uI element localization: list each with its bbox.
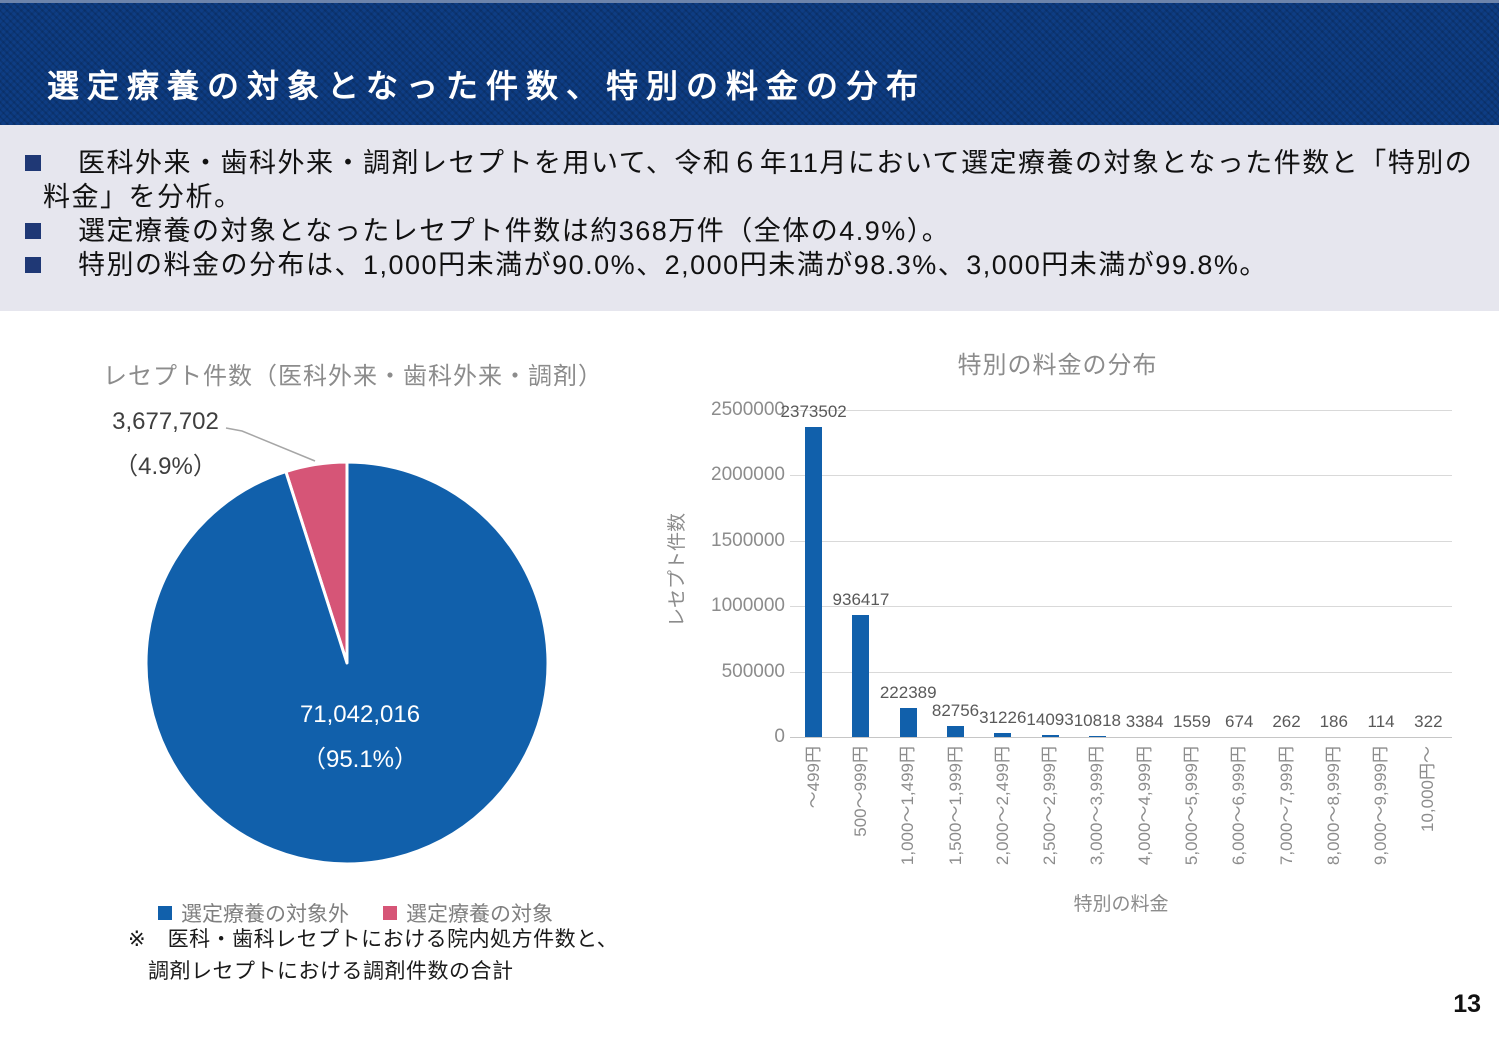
bar-x-tick-label: 4,000～4,999円 xyxy=(1134,746,1154,866)
bar-x-tick-label: ～499円 xyxy=(803,746,823,809)
bar-x-tick-label: 8,000～8,999円 xyxy=(1323,746,1343,866)
page-title: 選定療養の対象となった件数、特別の料金の分布 xyxy=(47,68,927,104)
bullet-item: 医科外来・歯科外来・調剤レセプトを用いて、令和６年11月において選定療養の対象と… xyxy=(25,146,1485,214)
bar xyxy=(994,733,1012,737)
bar-value-label: 114 xyxy=(1367,712,1395,731)
bar-x-axis-label: 特別の料金 xyxy=(1073,894,1169,915)
legend-swatch-pink xyxy=(383,906,397,920)
pie-slice-value: 71,042,016 xyxy=(299,701,421,728)
bar-y-tick-label: 2000000 xyxy=(711,464,785,486)
header-banner: 選定療養の対象となった件数、特別の料金の分布 xyxy=(0,0,1499,125)
bar-value-label: 2373502 xyxy=(780,402,847,421)
legend-label: 選定療養の対象 xyxy=(406,903,553,926)
pie-footnote: ※ 医科・歯科レセプトにおける院内処方件数と、 調剤レセプトにおける調剤件数の合… xyxy=(128,924,618,988)
bullet-text: 特別の料金の分布は、1,000円未満が90.0%、2,000円未満が98.3%、… xyxy=(43,248,1485,282)
bar-y-tick-label: 2500000 xyxy=(711,399,785,420)
bar-value-label: 10818 xyxy=(1073,711,1121,730)
bar-gridline xyxy=(790,606,1452,608)
bullet-line: 特別の料金の分布は、1,000円未満が90.0%、2,000円未満が98.3%、… xyxy=(78,250,1268,280)
bar-chart: 2500000 2000000 1500000 1000000 500000 0 23735… xyxy=(660,340,1460,920)
bullet-text: 選定療養の対象となったレセプト件数は約368万件（全体の4.9%）。 xyxy=(43,214,1485,248)
bullet-square-icon xyxy=(25,223,41,239)
legend-swatch-blue xyxy=(158,906,172,920)
summary-band: 医科外来・歯科外来・調剤レセプトを用いて、令和６年11月において選定療養の対象と… xyxy=(0,125,1499,311)
bar-x-tick-label: 7,000～7,999円 xyxy=(1276,746,1296,866)
bar-x-tick-label: 10,000円～ xyxy=(1418,746,1438,832)
bar-value-label: 936417 xyxy=(832,590,890,609)
bar-value-label: 222389 xyxy=(879,683,937,702)
footnote-line: ※ 医科・歯科レセプトにおける院内処方件数と、 xyxy=(128,928,619,951)
pie-slice xyxy=(144,460,550,866)
bar xyxy=(805,427,823,737)
bar-value-label: 1559 xyxy=(1173,712,1211,731)
bar-y-tick-label: 0 xyxy=(774,726,785,747)
bullet-line: 医科外来・歯科外来・調剤レセプトを用いて、令和６年11月において選定療養の対象と… xyxy=(78,148,1474,178)
pie-chart xyxy=(144,427,550,866)
pie-chart-title: レセプト件数（医科外来・歯科外来・調剤） xyxy=(103,363,603,390)
bar-axis-line xyxy=(790,737,1452,738)
bar-y-tick-label: 1500000 xyxy=(711,529,785,551)
pie-callout-percent: （4.9%） xyxy=(114,453,217,480)
bar-x-tick-label: 3,000～3,999円 xyxy=(1087,746,1107,866)
legend-item: 選定療養の対象 xyxy=(383,898,553,928)
bar-gridline xyxy=(790,475,1452,477)
bar-chart-title: 特別の料金の分布 xyxy=(957,352,1158,379)
bullet-list: 医科外来・歯科外来・調剤レセプトを用いて、令和６年11月において選定療養の対象と… xyxy=(25,146,1485,282)
bar-value-label: 82756 xyxy=(931,701,980,720)
bar-x-tick-label: 6,000～6,999円 xyxy=(1229,746,1249,866)
bar xyxy=(947,726,964,737)
bullet-item: 選定療養の対象となったレセプト件数は約368万件（全体の4.9%）。 xyxy=(25,214,1485,248)
bullet-item: 特別の料金の分布は、1,000円未満が90.0%、2,000円未満が98.3%、… xyxy=(25,248,1485,282)
bullet-square-icon xyxy=(25,155,41,171)
bar-y-tick-label: 500000 xyxy=(721,660,785,682)
pie-leader-line xyxy=(225,427,316,462)
bullet-line: 料金」を分析。 xyxy=(43,182,243,212)
bar-x-tick-label: 5,000～5,999円 xyxy=(1181,746,1201,866)
bar-gridline xyxy=(790,410,1452,411)
bar xyxy=(852,615,870,737)
bar-y-tick-label: 1000000 xyxy=(711,595,785,617)
bar-gridline xyxy=(790,671,1452,673)
bar-x-tick-label: 1,500～1,999円 xyxy=(945,746,965,866)
bullet-line: 選定療養の対象となったレセプト件数は約368万件（全体の4.9%）。 xyxy=(78,216,951,246)
bar-value-label: 262 xyxy=(1272,712,1301,731)
bar-value-label: 674 xyxy=(1225,712,1254,731)
bar-gridline xyxy=(790,540,1452,542)
bar-x-tick-label: 1,000～1,499円 xyxy=(898,746,918,866)
bar-value-label: 186 xyxy=(1319,712,1348,731)
footnote-line: 調剤レセプトにおける調剤件数の合計 xyxy=(148,960,514,983)
bullet-text: 医科外来・歯科外来・調剤レセプトを用いて、令和６年11月において選定療養の対象と… xyxy=(43,146,1485,214)
bar xyxy=(1041,735,1059,737)
bar-value-label: 14093 xyxy=(1026,710,1074,729)
page-number: 13 xyxy=(1453,990,1481,1018)
pie-slice-percent: （95.1%） xyxy=(301,746,419,773)
bar xyxy=(1088,736,1106,737)
bar-x-tick-label: 500～999円 xyxy=(850,746,870,837)
bar-x-tick-label: 9,000～9,999円 xyxy=(1371,746,1391,866)
bar-x-tick-label: 2,500～2,999円 xyxy=(1040,746,1060,866)
legend-item: 選定療養の対象外 xyxy=(158,898,349,928)
bar-value-label: 31226 xyxy=(979,708,1027,727)
bar xyxy=(899,708,917,737)
bullet-square-icon xyxy=(25,257,41,273)
legend-label: 選定療養の対象外 xyxy=(181,903,349,926)
pie-callout-value: 3,677,702 xyxy=(112,408,219,435)
pie-legend: 選定療養の対象外 選定療養の対象 xyxy=(0,898,660,928)
bar-value-label: 322 xyxy=(1414,712,1443,731)
bar-value-label: 3384 xyxy=(1125,712,1164,731)
bar-x-tick-label: 2,000～2,499円 xyxy=(992,746,1012,866)
